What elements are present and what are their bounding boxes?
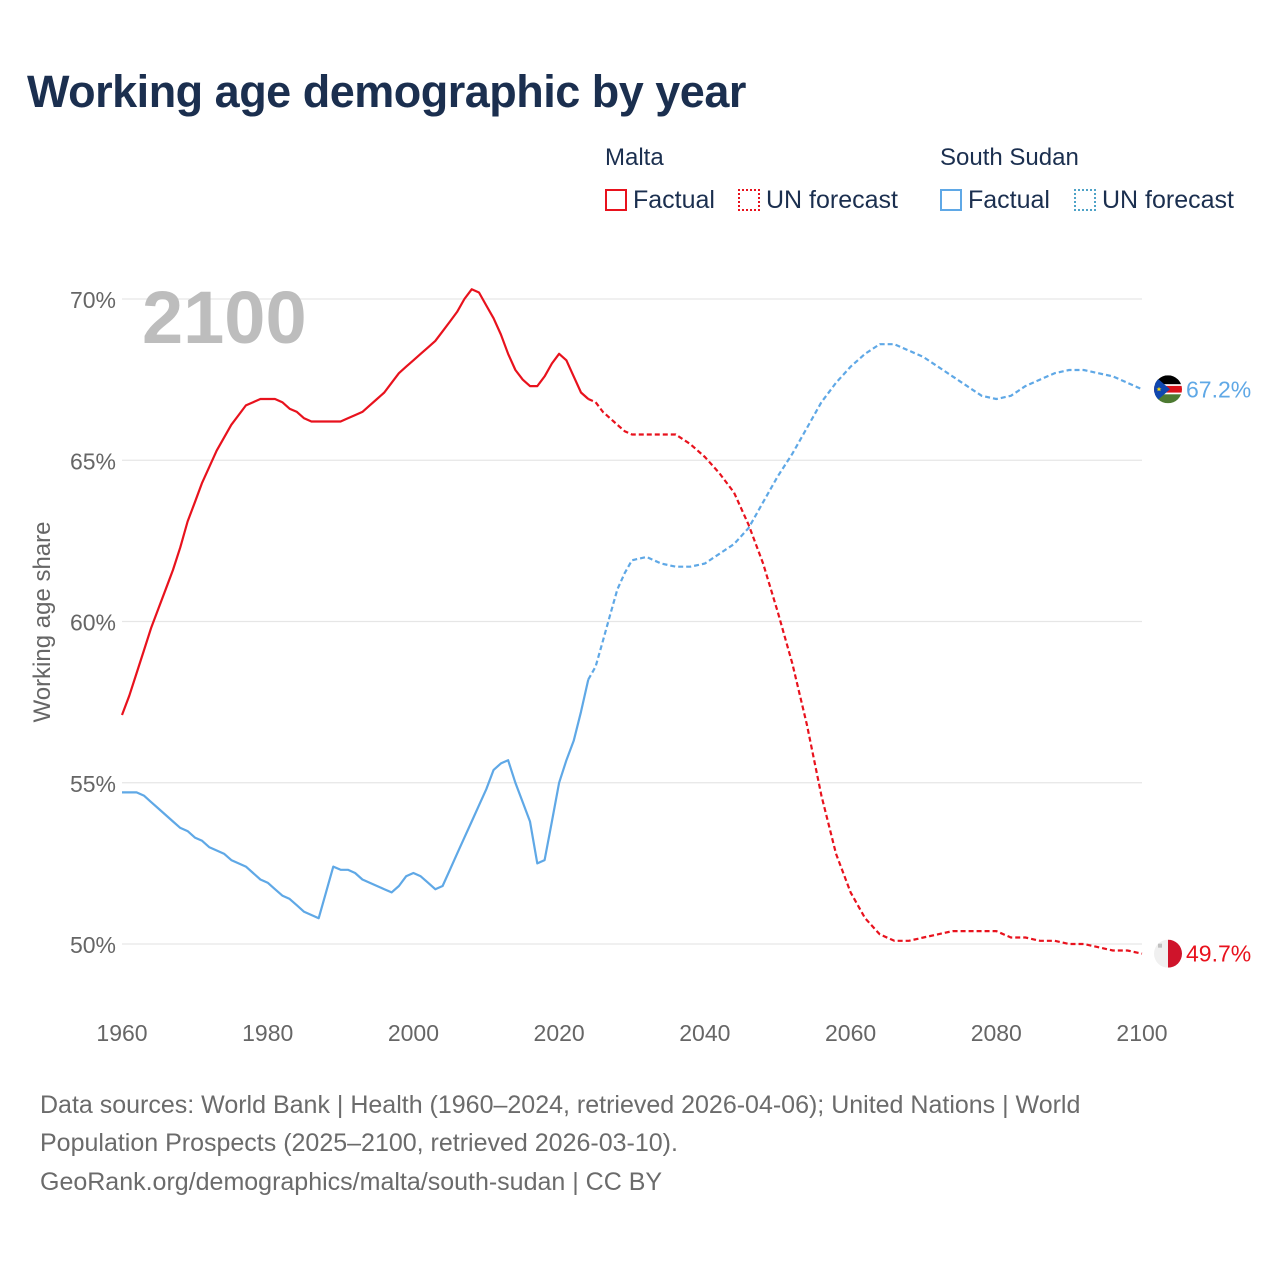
y-tick-label-50: 50% [70, 932, 116, 958]
legend-label-south-sudan-factual: Factual [968, 185, 1050, 214]
gridlines [122, 298, 1142, 945]
y-axis-ticks: 50% 55% 60% 65% 70% [70, 287, 116, 958]
malta-flag-icon[interactable] [1154, 939, 1182, 968]
malta-forecast-line [587, 397, 1143, 955]
legend-label-malta-forecast: UN forecast [766, 185, 898, 214]
chart-title: Working age demographic by year [27, 66, 746, 117]
source-line-3[interactable]: GeoRank.org/demographics/malta/south-sud… [40, 1168, 663, 1196]
y-axis-label: Working age share [29, 522, 56, 723]
x-tick-label-2020: 2020 [534, 1020, 585, 1046]
x-tick-label-2080: 2080 [971, 1020, 1022, 1046]
x-tick-label-1960: 1960 [96, 1020, 147, 1046]
malta-end-label: 49.7% [1186, 941, 1251, 967]
source-line-2: Population Prospects (2025–2100, retriev… [40, 1129, 678, 1157]
legend-item-south-sudan-factual[interactable]: Factual [940, 185, 1050, 215]
south-sudan-end-label: 67.2% [1186, 376, 1251, 402]
x-axis-ticks: 1960 1980 2000 2020 2040 2060 2080 2100 [96, 1020, 1167, 1046]
year-watermark: 2100 [142, 276, 307, 359]
malta-factual-line [120, 288, 590, 716]
x-tick-label-2000: 2000 [388, 1020, 439, 1046]
south-sudan-forecast-line [587, 343, 1143, 681]
legend-swatch-malta-forecast [738, 189, 760, 211]
x-tick-label-2100: 2100 [1116, 1020, 1167, 1046]
legend-item-malta-factual[interactable]: Factual [605, 185, 715, 215]
legend-swatch-malta-factual [605, 189, 627, 211]
legend-label-malta-factual: Factual [633, 185, 715, 214]
y-tick-label-70: 70% [70, 287, 116, 313]
south-sudan-flag-icon[interactable] [1154, 375, 1182, 404]
x-tick-label-2040: 2040 [679, 1020, 730, 1046]
legend-label-south-sudan-forecast: UN forecast [1102, 185, 1234, 214]
source-line-1: Data sources: World Bank | Health (1960–… [40, 1091, 1081, 1119]
x-tick-label-1980: 1980 [242, 1020, 293, 1046]
y-tick-label-60: 60% [70, 610, 116, 636]
south-sudan-factual-line [122, 679, 590, 920]
legend-item-south-sudan-forecast[interactable]: UN forecast [1074, 185, 1234, 215]
x-tick-label-2060: 2060 [825, 1020, 876, 1046]
legend-group-malta: Malta [605, 144, 664, 171]
y-tick-label-55: 55% [70, 771, 116, 797]
legend-group-south-sudan: South Sudan [940, 144, 1079, 171]
series-lines [120, 288, 1143, 955]
legend-swatch-south-sudan-forecast [1074, 189, 1096, 211]
legend-swatch-south-sudan-factual [940, 189, 962, 211]
legend-item-malta-forecast[interactable]: UN forecast [738, 185, 898, 215]
y-tick-label-65: 65% [70, 448, 116, 474]
